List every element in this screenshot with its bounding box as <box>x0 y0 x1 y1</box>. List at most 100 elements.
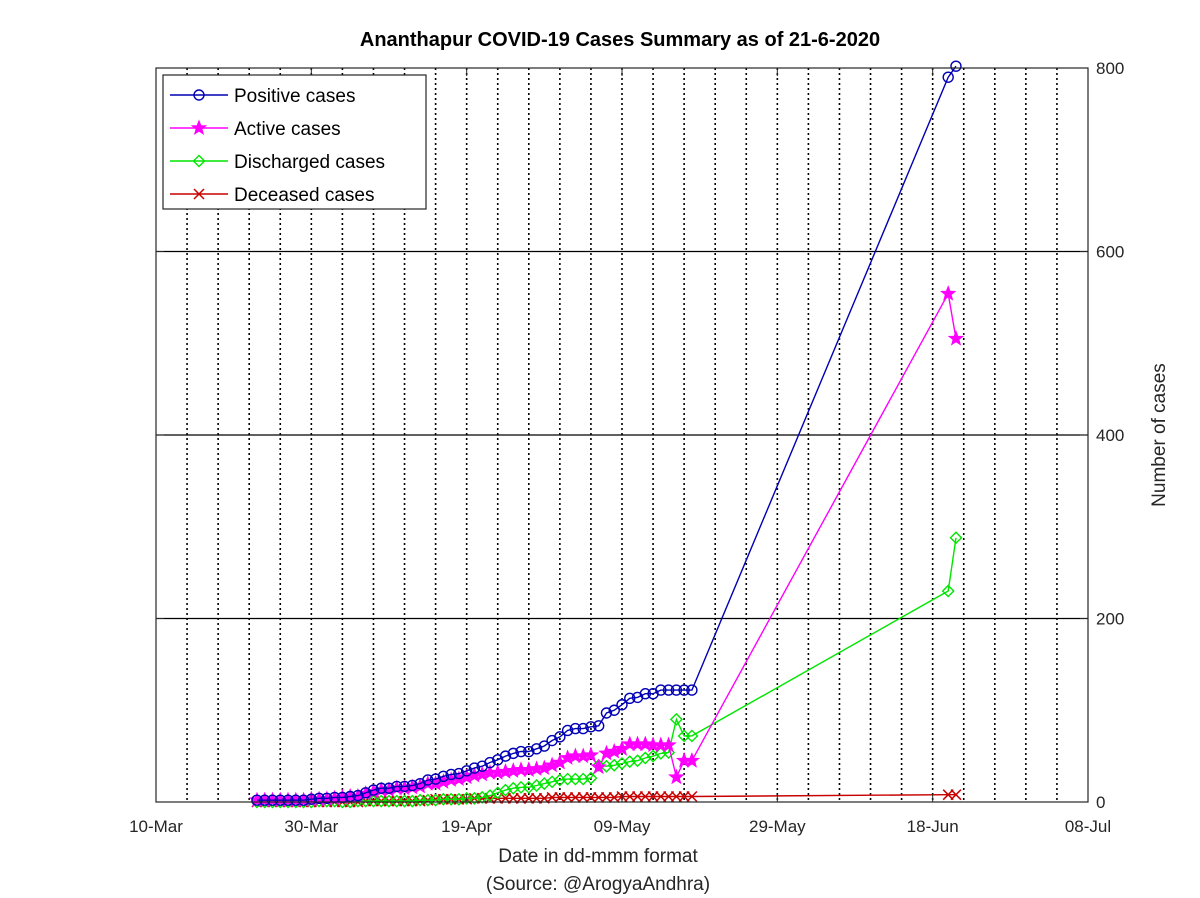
legend-label: Positive cases <box>234 86 355 107</box>
data-point <box>538 740 551 752</box>
data-point <box>637 735 654 752</box>
data-point <box>530 743 543 755</box>
data-point <box>313 792 325 805</box>
data-point <box>391 780 403 793</box>
legend-label: Discharged cases <box>234 152 385 173</box>
y-tick-label: 0 <box>1096 793 1105 812</box>
data-point <box>383 782 395 794</box>
legend-marker <box>193 188 205 200</box>
data-point <box>663 790 675 803</box>
legend: Positive cases Active cases Discharged cas… <box>162 74 427 210</box>
data-point <box>523 745 535 758</box>
data-point <box>367 784 380 796</box>
data-point <box>669 712 683 726</box>
data-point <box>670 790 682 803</box>
data-point <box>375 782 387 794</box>
data-point <box>686 684 698 696</box>
legend-box <box>162 74 427 210</box>
data-point <box>585 721 597 733</box>
data-point <box>600 791 612 803</box>
data-point <box>562 791 574 803</box>
data-point <box>445 768 457 781</box>
data-point <box>941 584 955 598</box>
data-point <box>582 746 600 763</box>
data-point <box>668 768 685 785</box>
data-point <box>406 779 418 792</box>
data-point <box>950 789 962 801</box>
data-point <box>593 720 605 732</box>
data-point <box>561 724 574 737</box>
data-point <box>499 783 512 797</box>
y-tick-label: 800 <box>1096 59 1124 78</box>
y-tick-label: 600 <box>1096 243 1124 262</box>
data-point <box>942 789 954 801</box>
data-point <box>615 756 629 770</box>
data-point <box>266 794 279 806</box>
data-point <box>429 773 442 785</box>
data-point <box>647 790 659 803</box>
legend-marker <box>193 89 205 101</box>
legend-label: Active cases <box>234 119 341 140</box>
data-point <box>569 791 581 803</box>
x-tick-label: 08-Jul <box>1065 817 1111 836</box>
data-point <box>422 774 434 786</box>
data-point <box>499 750 512 762</box>
data-point <box>624 692 636 705</box>
legend-label: Deceased cases <box>234 185 374 206</box>
data-point <box>484 756 496 769</box>
data-point <box>577 791 589 803</box>
data-point <box>460 765 473 777</box>
x-axis-ticks: 10-Mar 30-Mar 19-Apr 09-May 29-May 18-Jun 08-J… <box>129 68 1111 836</box>
data-point <box>522 780 536 794</box>
chart-title: Ananthapur COVID-19 Cases Summary as of … <box>360 29 880 51</box>
data-point <box>940 285 957 301</box>
data-point <box>546 791 558 803</box>
data-point <box>592 758 606 772</box>
legend-item: Active cases <box>170 119 341 140</box>
data-point <box>624 790 636 803</box>
data-point <box>590 758 607 775</box>
data-point <box>453 767 465 780</box>
data-point <box>678 790 690 803</box>
data-point <box>662 684 675 696</box>
data-point <box>655 790 667 803</box>
data-point <box>569 722 582 735</box>
y-axis-label: Number of cases <box>1149 363 1170 507</box>
data-point <box>678 684 690 696</box>
data-point <box>685 729 699 743</box>
data-point <box>360 787 372 799</box>
data-point <box>593 791 605 803</box>
data-point <box>475 790 489 804</box>
data-point <box>468 762 481 774</box>
legend-marker <box>190 119 208 136</box>
data-point <box>554 791 566 803</box>
x-tick-label: 09-May <box>594 817 651 836</box>
x-tick-label: 10-Mar <box>129 817 183 836</box>
data-point <box>554 731 566 743</box>
data-point <box>616 699 628 711</box>
data-point <box>282 794 294 806</box>
legend-item: Discharged cases <box>170 152 385 173</box>
data-point <box>655 684 667 696</box>
y-tick-label: 400 <box>1096 426 1124 445</box>
data-point <box>585 791 597 803</box>
data-point <box>686 790 698 803</box>
data-point <box>942 71 954 83</box>
data-point <box>584 771 598 785</box>
x-tick-label: 29-May <box>749 817 806 836</box>
data-point <box>683 752 701 768</box>
data-point <box>949 531 963 545</box>
series-layer <box>248 60 965 809</box>
data-point <box>515 745 527 758</box>
y-axis-ticks: 0 200 400 600 800 <box>156 59 1124 812</box>
x-axis-source-label: (Source: @ArogyaAndhra) <box>486 874 710 895</box>
data-point <box>660 736 677 753</box>
data-point <box>638 751 652 765</box>
data-point <box>947 330 965 346</box>
data-point <box>608 704 620 716</box>
data-point <box>537 777 551 791</box>
data-point <box>507 747 519 760</box>
data-point <box>632 790 644 803</box>
data-point <box>290 794 302 806</box>
